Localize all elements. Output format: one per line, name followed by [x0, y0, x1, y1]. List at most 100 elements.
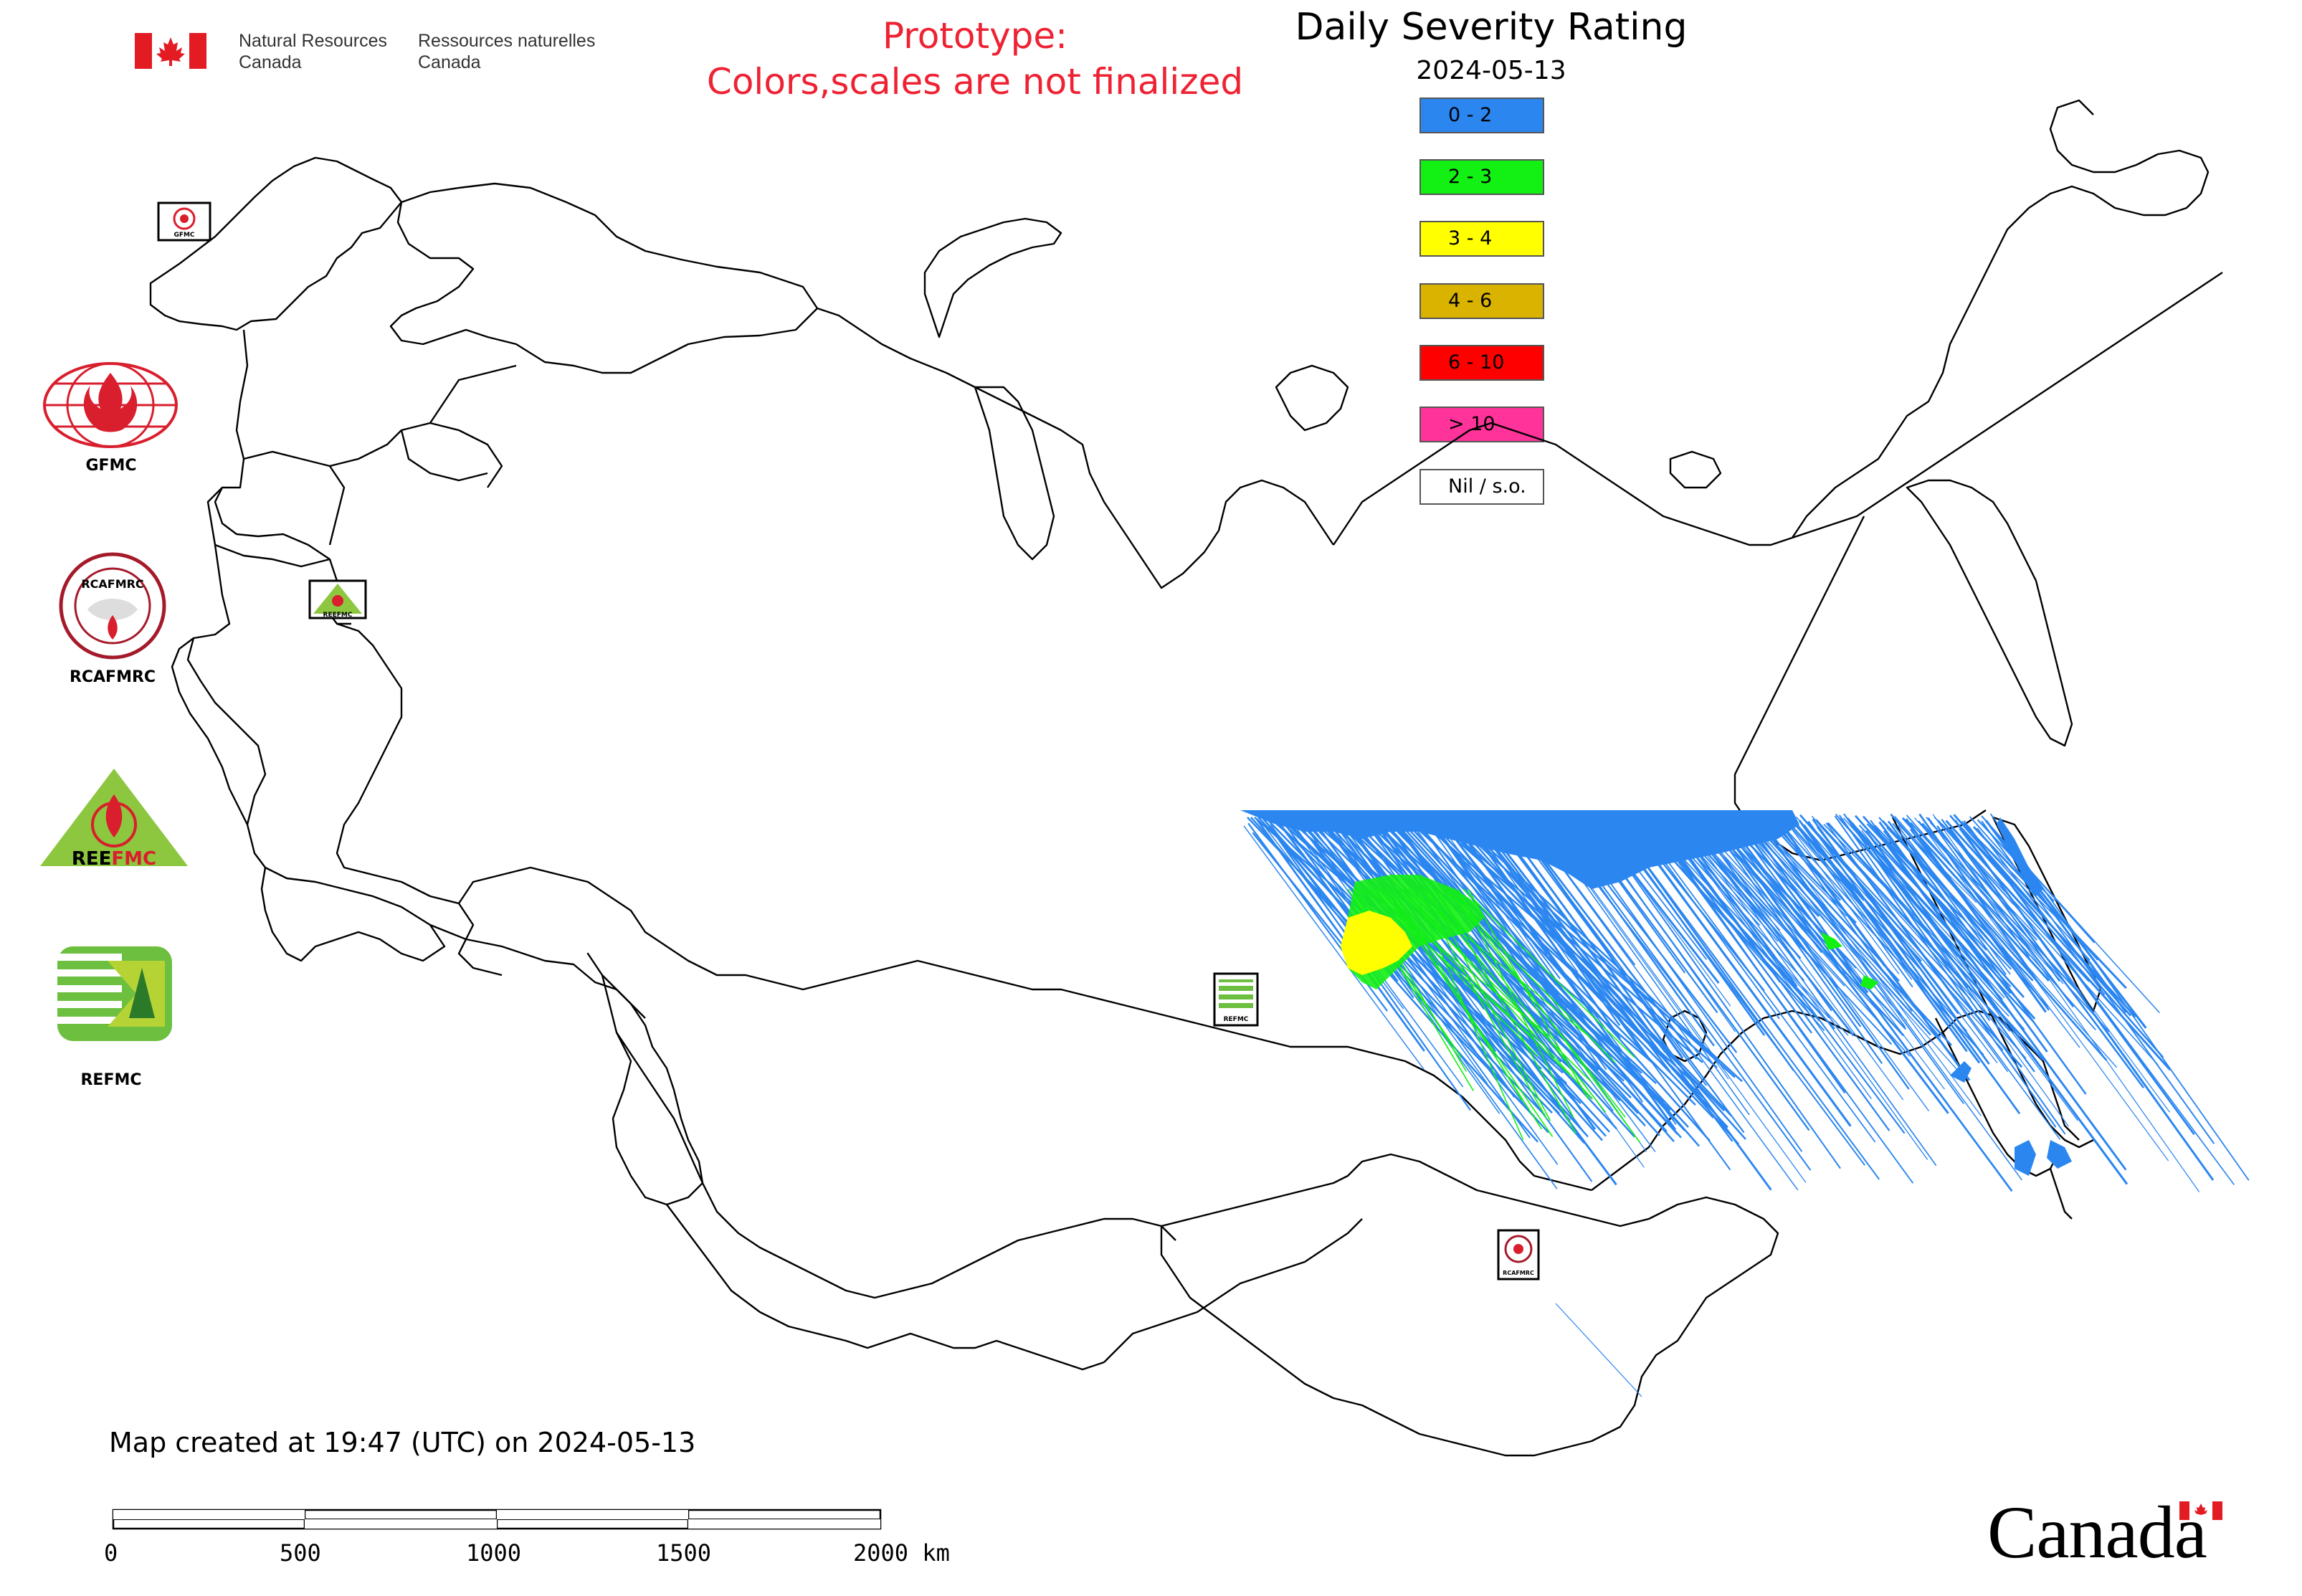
- dsr-hatch-line: [1661, 818, 1761, 926]
- dsr-hatch-line: [1243, 825, 1425, 1071]
- dsr-hatch-line: [1838, 817, 2003, 1001]
- dsr-hatch-line: [1752, 820, 1900, 982]
- uzbek-turkmen: [666, 1204, 1105, 1371]
- dsr-hatch-line: [1643, 828, 1876, 1143]
- map-marker-reefmc[interactable]: REEFMC: [308, 579, 367, 619]
- dsr-hatch-line: [1637, 821, 1821, 1022]
- dsr-hatch-line: [1886, 826, 2034, 982]
- dsr-hatch-line: [1892, 822, 2007, 975]
- dsr-hatch-line: [1417, 831, 1656, 1152]
- dsr-hatch-line: [1401, 817, 1689, 1128]
- russia-internal-borders: [243, 364, 517, 546]
- dsr-hatch-line: [1914, 817, 2064, 984]
- dsr-hatch-line: [1412, 817, 1700, 1147]
- dsr-hatch-line: [1779, 814, 1875, 922]
- dsr-hatch-line: [1949, 814, 2164, 1058]
- refmc-logo: [57, 946, 172, 1041]
- dsr-hatch-line: [1397, 817, 1685, 1131]
- dsr-hatch-line: [1559, 826, 1812, 1171]
- org-name-fr-line1: Ressources naturelles: [418, 31, 596, 51]
- scale-bar: [112, 1509, 882, 1530]
- dsr-hatch-line: [1906, 814, 2096, 1031]
- dsr-hatch-line: [1462, 888, 1635, 1058]
- dsr-hatch-line: [1673, 814, 1802, 959]
- dsr-hatch-line: [1842, 817, 2005, 999]
- legend-title: Daily Severity Rating: [1295, 6, 1688, 49]
- dsr-hatch-line: [1603, 825, 1708, 960]
- dsr-hatch-line: [1514, 827, 1708, 1086]
- legend-class-2: 3 - 4: [1419, 221, 1544, 257]
- dsr-hatch-line: [1784, 817, 1921, 969]
- side-label-refmc: REFMC: [80, 1071, 142, 1089]
- dsr-hatch-line: [1852, 822, 2035, 1073]
- dsr-hatch-line: [1585, 823, 1810, 1131]
- dsr-hatch-line: [1555, 1303, 1642, 1397]
- org-name-fr-line2: Canada: [418, 52, 481, 72]
- dsr-hatch-line: [1665, 815, 1779, 942]
- map-marker-gfmc[interactable]: GFMC: [157, 201, 211, 242]
- legend-class-0: 0 - 2: [1419, 98, 1544, 133]
- legend-class-1: 2 - 3: [1419, 159, 1544, 195]
- dsr-hatch-line: [1669, 817, 1771, 929]
- dsr-hatch-line: [1693, 822, 1845, 987]
- dsr-hatch-line: [1945, 820, 2172, 1071]
- dsr-hatch-line: [1256, 819, 1425, 1052]
- dsr-hatch-line: [1725, 827, 1908, 1022]
- map-marker-refmc[interactable]: REFMC: [1213, 972, 1259, 1027]
- legend-class-6: Nil / s.o.: [1419, 469, 1544, 505]
- dsr-hatch-line: [1589, 815, 1841, 1169]
- map-marker-rcafmrc[interactable]: RCAFMRC: [1497, 1229, 1540, 1281]
- dsr-hatch-line: [1314, 822, 1516, 1098]
- rcafmrc-seal-icon: RCAFMRC: [59, 552, 166, 660]
- dsr-hatch-line: [1645, 825, 1835, 1030]
- kamchatka: [1906, 479, 2073, 747]
- dsr-hatch-line: [1716, 826, 1907, 1030]
- dsr-hatch-line: [1329, 817, 1617, 1130]
- dsr-hatch-line: [1532, 827, 1799, 1191]
- dsr-hatch-line: [1523, 832, 1698, 1060]
- dsr-hatch-line: [1697, 821, 1911, 1057]
- dsr-hatch-line: [1850, 824, 2035, 1022]
- legend-class-3: 4 - 6: [1419, 283, 1544, 319]
- canada-wordmark: Canada: [1987, 1491, 2207, 1574]
- dsr-hatch-line: [1728, 822, 1820, 918]
- dsr-hatch-line: [1447, 817, 1736, 1078]
- dsr-yellow-patch: [1341, 911, 1412, 975]
- org-name-en-line1: Natural Resources: [239, 31, 388, 51]
- dsr-hatch-line: [1760, 825, 1857, 923]
- dsr-hatch-line: [1567, 832, 1738, 1053]
- dsr-hatch-line: [1827, 822, 2044, 1061]
- dsr-hatch-line: [1250, 817, 1538, 1143]
- marker-label-gfmc: GFMC: [173, 232, 194, 239]
- dsr-hatch-line: [1745, 831, 2013, 1192]
- dsr-hatch-line: [1898, 825, 1977, 903]
- legend-class-4: 6 - 10: [1419, 345, 1544, 381]
- prototype-notice: Prototype: Colors,scales are not finaliz…: [645, 13, 1305, 105]
- dsr-hatch-line: [1617, 833, 1865, 1166]
- black-sea-coast: [260, 866, 446, 962]
- dsr-hatch-line: [1901, 817, 2050, 982]
- dsr-hatch-line: [1351, 817, 1639, 1114]
- prototype-line1: Prototype:: [882, 15, 1068, 57]
- kazakhstan-border: [458, 866, 1592, 1192]
- dsr-hatch-line: [1965, 825, 2057, 918]
- dsr-hatch-line: [1764, 816, 1841, 901]
- dsr-hatch-line: [1890, 813, 2108, 1061]
- caspian-sea: [586, 952, 704, 1206]
- gfmc-globe-icon: [43, 362, 178, 448]
- poland-border: [214, 543, 330, 568]
- dsr-hatch-line: [1888, 820, 2087, 1095]
- dsr-hatch-line: [1426, 817, 1714, 1118]
- dsr-hatch-line: [1914, 831, 2080, 1048]
- dsr-hatch-line: [1689, 827, 1893, 1045]
- arctic-coast-west: [817, 307, 1334, 589]
- dsr-hatch-line: [1932, 814, 2200, 1192]
- dsr-hatch-line: [1389, 815, 1569, 1066]
- dsr-hatch-line: [1831, 827, 2010, 1017]
- dsr-coverage: [1240, 810, 2250, 1397]
- rcafmrc-logo: RCAFMRC: [59, 552, 166, 660]
- dsr-hatch-line: [1771, 821, 1984, 1056]
- dsr-hatch-line: [1736, 817, 1931, 1036]
- canada-flag-icon: [135, 33, 206, 69]
